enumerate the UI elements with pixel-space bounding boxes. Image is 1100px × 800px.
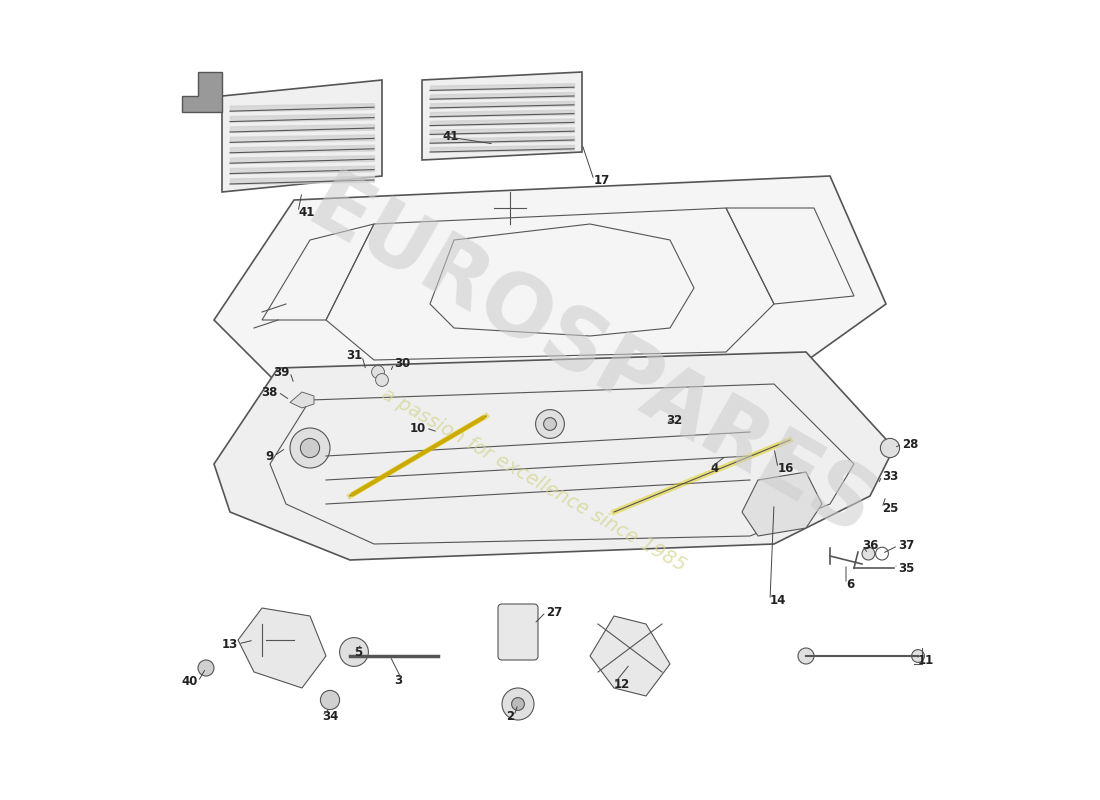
Text: 33: 33 — [882, 470, 899, 482]
Text: 2: 2 — [506, 710, 514, 722]
Polygon shape — [742, 472, 822, 536]
Text: 41: 41 — [442, 130, 459, 142]
Polygon shape — [238, 608, 326, 688]
Polygon shape — [290, 392, 314, 408]
Text: 28: 28 — [902, 438, 918, 450]
Text: 11: 11 — [918, 654, 934, 666]
Polygon shape — [422, 72, 582, 160]
Circle shape — [512, 698, 525, 710]
FancyBboxPatch shape — [498, 604, 538, 660]
Text: 16: 16 — [778, 462, 794, 474]
Circle shape — [880, 438, 900, 458]
Text: 3: 3 — [394, 674, 402, 686]
Circle shape — [798, 648, 814, 664]
Text: 17: 17 — [594, 174, 610, 186]
Polygon shape — [222, 80, 382, 192]
Polygon shape — [214, 352, 894, 560]
Circle shape — [912, 650, 924, 662]
Text: EUROSPARES: EUROSPARES — [293, 164, 888, 556]
Circle shape — [300, 438, 320, 458]
Text: 25: 25 — [882, 502, 899, 514]
Polygon shape — [214, 176, 886, 400]
Text: 37: 37 — [898, 539, 914, 552]
Text: 39: 39 — [274, 366, 290, 378]
Text: 14: 14 — [770, 594, 786, 606]
Text: 5: 5 — [354, 646, 362, 658]
Circle shape — [375, 374, 388, 386]
Text: 13: 13 — [222, 638, 238, 650]
Text: 27: 27 — [546, 606, 562, 618]
Text: 31: 31 — [345, 350, 362, 362]
Text: 36: 36 — [862, 539, 879, 552]
Text: 40: 40 — [182, 675, 198, 688]
Text: 35: 35 — [898, 562, 914, 574]
Circle shape — [502, 688, 534, 720]
Text: 4: 4 — [710, 462, 718, 474]
Text: 9: 9 — [266, 450, 274, 462]
Text: 6: 6 — [846, 578, 855, 590]
Text: 38: 38 — [262, 386, 278, 398]
Text: a passion for excellence since 1985: a passion for excellence since 1985 — [378, 385, 690, 575]
Polygon shape — [590, 616, 670, 696]
Circle shape — [543, 418, 557, 430]
Circle shape — [536, 410, 564, 438]
Polygon shape — [182, 72, 222, 112]
Circle shape — [290, 428, 330, 468]
Text: 30: 30 — [394, 358, 410, 370]
Circle shape — [198, 660, 214, 676]
Circle shape — [320, 690, 340, 710]
Circle shape — [862, 547, 874, 560]
Circle shape — [340, 638, 368, 666]
Text: 32: 32 — [666, 414, 682, 426]
Text: 34: 34 — [322, 710, 339, 722]
Text: 41: 41 — [298, 206, 315, 218]
Circle shape — [372, 366, 384, 378]
Text: 10: 10 — [409, 422, 426, 434]
Text: 12: 12 — [614, 678, 630, 690]
